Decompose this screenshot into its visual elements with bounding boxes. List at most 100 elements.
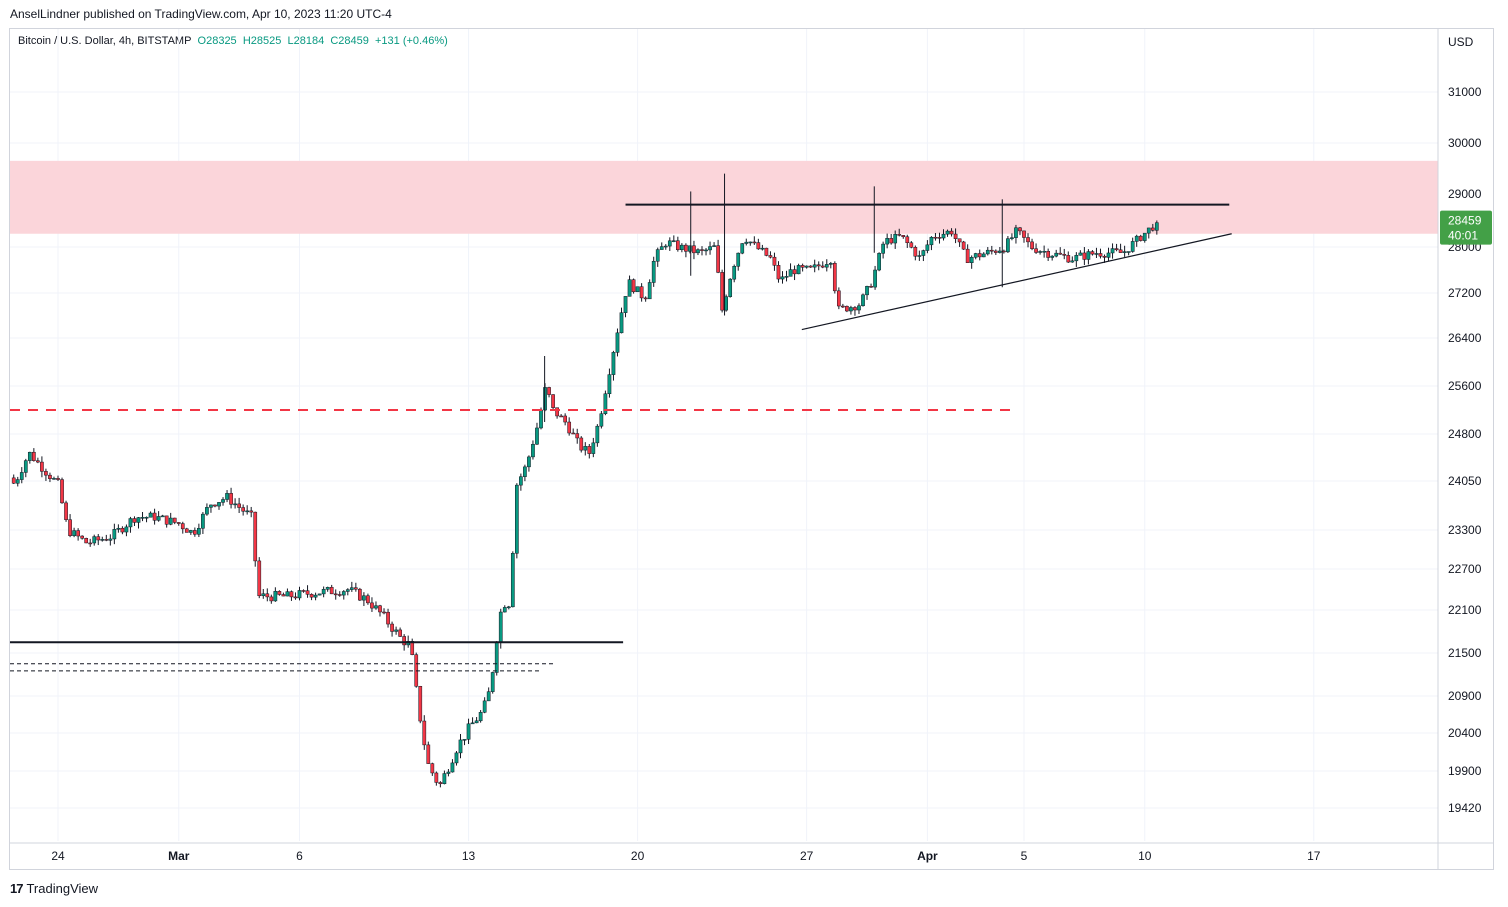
candle-down xyxy=(547,387,551,395)
candle-up xyxy=(140,517,145,519)
candle-up xyxy=(732,266,737,280)
time-tick-label: 5 xyxy=(1021,849,1028,863)
candle-down xyxy=(301,590,306,592)
candle-up xyxy=(1110,248,1115,254)
candle-down xyxy=(937,237,942,239)
candle-down xyxy=(329,587,334,595)
candle-up xyxy=(708,246,712,251)
candle-down xyxy=(752,241,757,244)
price-tick-label: 23300 xyxy=(1448,523,1482,537)
time-tick-label: 13 xyxy=(462,849,476,863)
candle-up xyxy=(341,591,346,596)
candle-down xyxy=(422,720,427,746)
candle-down xyxy=(631,279,636,293)
low-value: L28184 xyxy=(287,35,325,47)
candle-up xyxy=(27,451,32,461)
candle-up xyxy=(92,536,97,544)
candle-down xyxy=(579,437,584,451)
candle-up xyxy=(108,538,113,541)
candle-up xyxy=(712,245,716,247)
candle-down xyxy=(1090,251,1095,255)
candle-down xyxy=(88,542,93,545)
candle-up xyxy=(261,593,266,597)
candle-up xyxy=(15,479,20,484)
candle-up xyxy=(615,332,620,353)
candle-up xyxy=(1038,251,1042,253)
candle-down xyxy=(957,238,962,243)
price-tick-label: 19900 xyxy=(1448,764,1482,778)
time-tick-label: Mar xyxy=(168,849,190,863)
candle-up xyxy=(1146,227,1151,234)
candle-up xyxy=(969,257,974,263)
candle-up xyxy=(1042,251,1046,253)
price-tick-label: 29000 xyxy=(1448,187,1482,201)
candle-up xyxy=(1130,241,1135,252)
candle-up xyxy=(784,276,789,278)
chart-frame xyxy=(9,28,1494,870)
last-price-value: 28459 xyxy=(1448,214,1482,228)
candle-up xyxy=(583,446,588,451)
candle-down xyxy=(563,415,567,423)
price-tick-label: 24800 xyxy=(1448,427,1482,441)
candle-up xyxy=(273,591,278,602)
candle-up xyxy=(221,499,225,503)
ascending-trendline xyxy=(801,233,1232,331)
candle-down xyxy=(390,623,394,632)
candle-down xyxy=(176,522,181,524)
candle-down xyxy=(853,307,857,311)
candle-up xyxy=(985,249,990,255)
candle-down xyxy=(889,238,894,244)
candle-up xyxy=(591,442,596,454)
candle-down xyxy=(68,519,72,536)
candle-up xyxy=(519,476,523,486)
candle-up xyxy=(156,516,161,521)
candle-down xyxy=(764,247,769,256)
candle-down xyxy=(289,591,294,598)
candle-down xyxy=(961,241,966,250)
candle-up xyxy=(349,587,354,590)
candle-down xyxy=(933,236,938,239)
candle-down xyxy=(293,596,298,599)
candle-down xyxy=(643,297,648,300)
candle-up xyxy=(1010,237,1014,239)
candle-down xyxy=(1066,255,1071,263)
change-value: +131 (+0.46%) xyxy=(375,35,448,47)
candle-down xyxy=(567,421,572,434)
candle-down xyxy=(213,504,217,507)
candle-up xyxy=(599,413,604,427)
candle-down xyxy=(1082,252,1087,260)
time-tick-label: Apr xyxy=(917,849,938,863)
candle-up xyxy=(442,773,447,785)
candle-up xyxy=(531,443,535,458)
candle-down xyxy=(776,265,781,280)
candle-up xyxy=(474,720,479,724)
candle-up xyxy=(1094,253,1099,255)
candle-up xyxy=(627,279,632,297)
tradingview-footer[interactable]: 17 TradingView xyxy=(10,881,98,896)
candle-down xyxy=(792,269,797,275)
time-tick-label: 24 xyxy=(51,849,65,863)
candle-up xyxy=(635,286,640,293)
candle-up xyxy=(297,590,302,599)
candle-down xyxy=(989,249,994,252)
candle-down xyxy=(692,245,696,254)
candle-down xyxy=(965,248,970,263)
candle-up xyxy=(148,512,153,518)
candle-down xyxy=(305,590,310,595)
candle-up xyxy=(1054,252,1059,257)
candle-up xyxy=(450,762,455,773)
last-price-badge xyxy=(1440,210,1492,245)
candle-up xyxy=(100,539,105,541)
candle-down xyxy=(378,605,382,613)
candle-down xyxy=(11,477,16,484)
candle-down xyxy=(434,772,439,783)
candle-up xyxy=(112,529,117,540)
candle-up xyxy=(921,250,926,256)
publisher-header: AnselLindner published on TradingView.co… xyxy=(10,7,392,21)
candle-down xyxy=(333,593,338,596)
candle-down xyxy=(897,234,902,236)
candle-up xyxy=(796,265,801,275)
candle-down xyxy=(309,594,314,598)
candle-up xyxy=(925,244,930,251)
